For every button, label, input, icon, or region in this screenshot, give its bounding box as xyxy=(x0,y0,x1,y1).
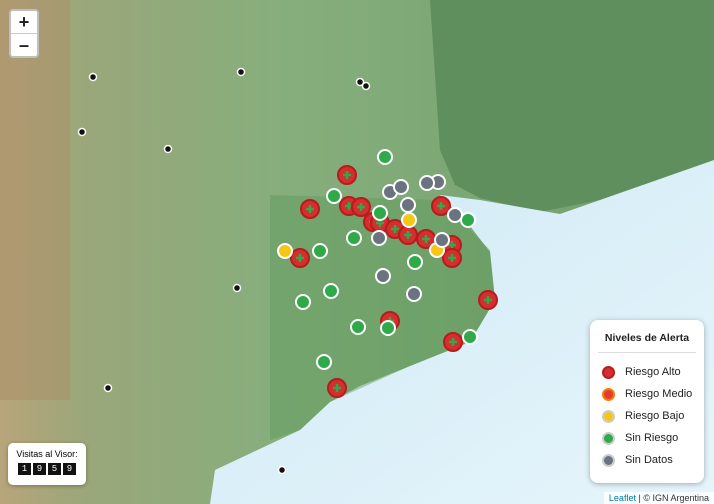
marker xyxy=(393,179,409,195)
legend-title: Niveles de Alerta xyxy=(598,332,696,353)
city-dot xyxy=(103,383,113,393)
marker xyxy=(419,175,435,191)
marker xyxy=(447,207,463,223)
marker-cross xyxy=(484,296,492,304)
marker xyxy=(372,205,388,221)
marker xyxy=(407,254,423,270)
marker xyxy=(295,294,311,310)
marker xyxy=(434,232,450,248)
marker xyxy=(326,188,342,204)
legend-swatch xyxy=(602,365,615,379)
legend-swatch xyxy=(602,431,615,445)
marker-cross xyxy=(391,225,399,233)
city-dot xyxy=(88,72,98,82)
marker xyxy=(375,268,391,284)
city-dot xyxy=(361,81,371,91)
marker-cross xyxy=(357,203,365,211)
marker-cross xyxy=(422,235,430,243)
city-dot xyxy=(163,144,173,154)
marker xyxy=(371,230,387,246)
legend-label: Riesgo Alto xyxy=(625,366,681,378)
marker-cross xyxy=(296,254,304,262)
marker-cross xyxy=(404,231,412,239)
separator: | xyxy=(638,493,641,503)
attribution: Leaflet | © IGN Argentina xyxy=(603,492,714,504)
marker xyxy=(312,243,328,259)
marker xyxy=(406,286,422,302)
legend-item: Riesgo Alto xyxy=(590,361,704,383)
digit: 5 xyxy=(48,463,61,475)
city-dot xyxy=(77,127,87,137)
zoom-out[interactable]: – xyxy=(18,35,29,55)
legend-swatch xyxy=(602,409,615,423)
marker xyxy=(323,283,339,299)
city-dot xyxy=(232,283,242,293)
legend-item: Sin Datos xyxy=(590,449,704,471)
legend-swatch xyxy=(602,387,615,401)
digit: 1 xyxy=(18,463,31,475)
city-dot xyxy=(355,77,365,87)
marker xyxy=(377,149,393,165)
digit: 9 xyxy=(33,463,46,475)
marker-cross xyxy=(437,202,445,210)
legend-label: Riesgo Bajo xyxy=(625,410,685,422)
visit-label: Visitas al Visor: xyxy=(16,449,78,459)
legend-label: Sin Datos xyxy=(625,454,673,466)
marker xyxy=(350,319,366,335)
city-dot xyxy=(236,67,246,77)
legend-label: Sin Riesgo xyxy=(625,432,679,444)
marker xyxy=(346,230,362,246)
ocean xyxy=(210,160,714,504)
marker-cross xyxy=(306,205,314,213)
cities xyxy=(77,67,371,475)
zoom-control: + – xyxy=(9,9,39,58)
marker xyxy=(380,320,396,336)
andes xyxy=(0,0,70,400)
markers xyxy=(277,149,498,398)
digit: 9 xyxy=(63,463,76,475)
legend-swatch xyxy=(602,453,615,467)
legend-item: Riesgo Medio xyxy=(590,383,704,405)
legend-label: Riesgo Medio xyxy=(625,388,693,400)
marker xyxy=(460,212,476,228)
marker xyxy=(277,243,293,259)
leaflet-link[interactable]: Leaflet xyxy=(608,493,636,503)
legend-item: Sin Riesgo xyxy=(590,427,704,449)
marker-cross xyxy=(333,384,341,392)
marker-cross xyxy=(448,241,456,249)
marker xyxy=(400,197,416,213)
marker-cross xyxy=(448,254,456,262)
city-dot xyxy=(277,465,287,475)
marker-cross xyxy=(343,171,351,179)
marker xyxy=(401,212,417,228)
marker xyxy=(462,329,478,345)
marker-cross xyxy=(449,338,457,346)
uruguay xyxy=(430,0,714,212)
marker xyxy=(316,354,332,370)
legend: Niveles de Alerta Riesgo Alto Riesgo Medi… xyxy=(590,320,704,483)
zoom-in[interactable]: + xyxy=(11,11,37,34)
legend-item: Riesgo Bajo xyxy=(590,405,704,427)
source: © IGN Argentina xyxy=(643,493,709,503)
